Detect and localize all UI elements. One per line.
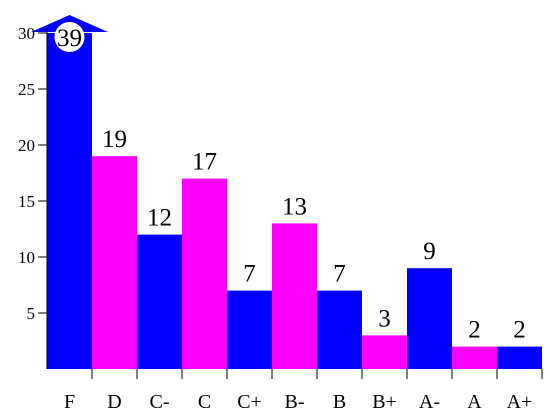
bar-a [452,346,497,369]
bar-a-minus [407,268,452,369]
y-tick-label-15: 15 [18,192,35,211]
value-label-c: 17 [192,149,217,176]
bar-b [317,290,362,369]
bar-b-plus [362,335,407,369]
value-label-d: 19 [102,126,127,153]
bar-c-plus [227,290,272,369]
y-tick-label-10: 10 [18,248,35,267]
x-tick-label-d: D [107,391,121,413]
y-tick-label-5: 5 [27,304,36,323]
value-label-a: 2 [468,317,481,344]
x-tick-label-c: C [198,391,211,413]
x-tick-label-b-minus: B- [285,391,305,413]
x-tick-label-a-plus: A+ [507,391,533,413]
y-tick-label-20: 20 [18,136,35,155]
bar-a-plus [497,346,542,369]
value-label-b: 7 [333,261,346,288]
value-label-c-plus: 7 [243,261,256,288]
bar-d [92,156,137,369]
x-tick-label-a-minus: A- [419,391,440,413]
bar-b-minus [272,223,317,369]
x-tick-label-c-minus: C- [150,391,170,413]
value-label-a-minus: 9 [423,238,436,265]
y-tick-label-25: 25 [18,80,35,99]
y-tick-label-30: 30 [18,24,35,43]
x-tick-label-f: F [64,391,75,413]
x-tick-label-a: A [467,391,482,413]
value-label-b-plus: 3 [378,305,391,332]
x-tick-label-b: B [333,391,346,413]
bar-c-minus [137,234,182,369]
value-label-c-minus: 12 [147,205,172,232]
value-label-b-minus: 13 [282,193,307,220]
bars-group [31,15,542,369]
x-tick-label-b-plus: B+ [372,391,397,413]
value-label-f: 39 [57,25,82,52]
bar-c [182,178,227,369]
axes-group: F D C- C C+ B- B B+ A- A A+ 5 10 15 20 25 30 [18,24,543,413]
value-label-a-plus: 2 [513,317,526,344]
bar-f [47,33,92,369]
x-tick-label-c-plus: C+ [237,391,262,413]
overflow-label-badge [54,22,85,52]
